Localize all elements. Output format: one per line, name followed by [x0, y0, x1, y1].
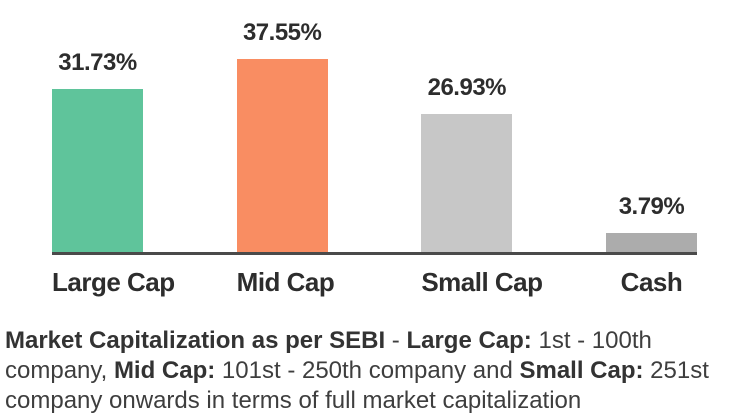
caption-bold-segment: Large Cap: — [406, 327, 532, 354]
bar-small-cap — [421, 114, 513, 252]
chart-caption: Market Capitalization as per SEBI - Larg… — [5, 326, 733, 416]
caption-text-segment: 101st - 250th company and — [215, 357, 520, 384]
caption-text-segment: 251st — [643, 357, 709, 384]
caption-text-segment: company onwards in terms of full market … — [5, 387, 582, 414]
chart-plot-area: 31.73% 37.55% 26.93% 3.79% — [52, 0, 697, 255]
category-label-cash: Cash — [620, 267, 683, 297]
bar-large-cap — [52, 89, 143, 252]
bar-group-cash: 3.79% — [605, 193, 697, 252]
bar-group-large-cap: 31.73% — [52, 49, 143, 252]
caption-line: company onwards in terms of full market … — [5, 386, 733, 416]
bar-cash — [605, 233, 697, 252]
bar-group-mid-cap: 37.55% — [236, 19, 328, 252]
bar-group-small-cap: 26.93% — [421, 74, 513, 252]
caption-line: company, Mid Cap: 101st - 250th company … — [5, 356, 733, 386]
bar-value-label: 26.93% — [427, 74, 507, 101]
category-label-mid-cap: Mid Cap — [236, 267, 335, 297]
bar-chart: 31.73% 37.55% 26.93% 3.79% Large Cap Mid Cap… — [52, 0, 697, 298]
category-label-large-cap: Large Cap — [52, 267, 175, 297]
caption-text-segment: company, — [5, 357, 114, 384]
caption-bold-segment: Small Cap: — [519, 357, 644, 384]
category-label-small-cap: Small Cap — [421, 267, 543, 297]
caption-bold-segment: Market Capitalization as per SEBI — [5, 327, 386, 354]
caption-text-segment: - — [385, 327, 407, 354]
bar-value-label: 31.73% — [58, 49, 137, 76]
bar-value-label: 3.79% — [618, 193, 685, 220]
bar-value-label: 37.55% — [242, 19, 322, 46]
caption-bold-segment: Mid Cap: — [113, 357, 216, 384]
bar-mid-cap — [236, 59, 328, 252]
caption-text-segment: 1st - 100th — [531, 327, 652, 354]
caption-line: Market Capitalization as per SEBI - Larg… — [5, 326, 733, 356]
chart-category-axis: Large Cap Mid Cap Small Cap Cash — [52, 267, 697, 298]
